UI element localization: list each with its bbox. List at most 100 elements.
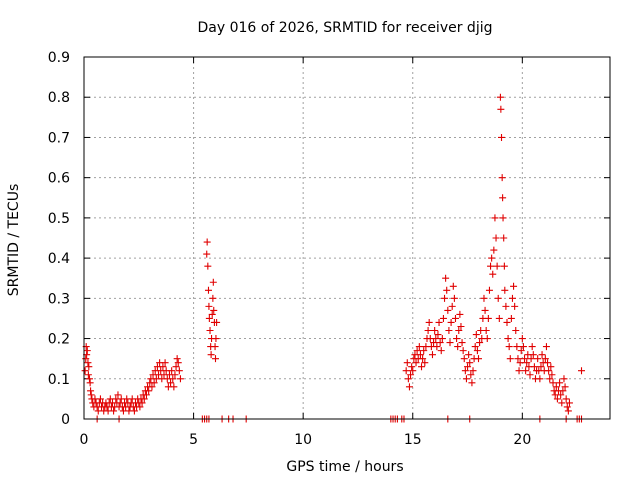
data-point [504, 335, 512, 343]
data-point [451, 314, 459, 322]
data-point [468, 379, 476, 387]
chart-title: Day 016 of 2026, SRMTID for receiver dji… [198, 20, 493, 36]
data-point [85, 363, 93, 371]
data-point [446, 339, 454, 347]
data-point [485, 286, 493, 294]
data-point [455, 327, 463, 335]
data-point [435, 318, 443, 326]
data-point [168, 367, 176, 375]
data-point [174, 359, 182, 367]
data-point [425, 318, 433, 326]
data-point [87, 391, 95, 399]
data-point [420, 347, 428, 355]
y-tick-label: 0.5 [48, 211, 70, 227]
data-point [526, 371, 534, 379]
data-point [482, 327, 490, 335]
data-point [442, 274, 450, 282]
data-point [457, 322, 465, 330]
data-point [466, 359, 474, 367]
data-point [537, 363, 545, 371]
data-point [497, 105, 505, 113]
data-point [172, 363, 180, 371]
data-point [456, 310, 464, 318]
data-point [505, 343, 513, 351]
tick-layer: 0 0.1 0.2 0.3 0.4 0.5 0.6 0.7 0.8 0.9 0 5 10 15 20 [48, 50, 610, 448]
data-point [114, 391, 122, 399]
data-point [421, 359, 429, 367]
data-point [480, 294, 488, 302]
data-point [84, 371, 92, 379]
y-axis-label: SRMTID / TECUs [6, 184, 22, 297]
data-point [516, 359, 524, 367]
y-tick-label: 0.7 [48, 130, 70, 146]
data-point [171, 371, 179, 379]
y-tick-label: 0.6 [48, 171, 70, 187]
data-point [459, 347, 467, 355]
data-point [405, 383, 413, 391]
data-point [419, 355, 427, 363]
data-point [467, 371, 475, 379]
data-point [443, 286, 451, 294]
data-point [563, 403, 571, 411]
data-point [559, 387, 567, 395]
data-point [481, 306, 489, 314]
data-point [553, 395, 561, 403]
x-tick-label: 20 [513, 432, 531, 448]
data-point [544, 359, 552, 367]
data-point [203, 238, 211, 246]
data-point [483, 335, 491, 343]
data-point [522, 367, 530, 375]
data-point [430, 339, 438, 347]
y-tick-label: 0.4 [48, 251, 70, 267]
data-point [138, 399, 146, 407]
data-point [407, 371, 415, 379]
data-point [448, 302, 456, 310]
data-point [523, 359, 531, 367]
data-point [416, 351, 424, 359]
data-point [536, 375, 544, 383]
data-point [499, 214, 507, 222]
data-point [81, 367, 89, 375]
data-point [444, 306, 452, 314]
data-point [404, 375, 412, 383]
data-point [558, 399, 566, 407]
data-point [565, 399, 573, 407]
y-tick-label: 0 [61, 412, 70, 428]
data-point [437, 347, 445, 355]
data-point [431, 327, 439, 335]
data-point [213, 318, 221, 326]
data-point [458, 339, 466, 347]
data-point [473, 347, 481, 355]
data-point [498, 174, 506, 182]
data-point [205, 302, 213, 310]
data-point [424, 327, 432, 335]
data-point [409, 367, 417, 375]
data-point [547, 363, 555, 371]
data-point [562, 395, 570, 403]
plot-frame [83, 56, 611, 420]
data-point [412, 359, 420, 367]
data-point [514, 355, 522, 363]
data-point [564, 407, 572, 415]
data-point [83, 347, 91, 355]
data-point [445, 327, 453, 335]
x-axis-label: GPS time / hours [286, 459, 403, 475]
data-point [534, 355, 542, 363]
data-point [496, 93, 504, 101]
data-point [545, 367, 553, 375]
data-point [513, 343, 521, 351]
data-point [461, 367, 469, 375]
data-point [517, 347, 525, 355]
data-point [438, 335, 446, 343]
data-point [527, 355, 535, 363]
y-tick-label: 0.3 [48, 291, 70, 307]
data-point [510, 282, 518, 290]
data-point [464, 363, 472, 371]
data-point [492, 234, 500, 242]
data-point [476, 339, 484, 347]
data-point [428, 351, 436, 359]
data-point [488, 254, 496, 262]
data-point [204, 286, 212, 294]
data-point [96, 395, 104, 403]
data-point [205, 314, 213, 322]
